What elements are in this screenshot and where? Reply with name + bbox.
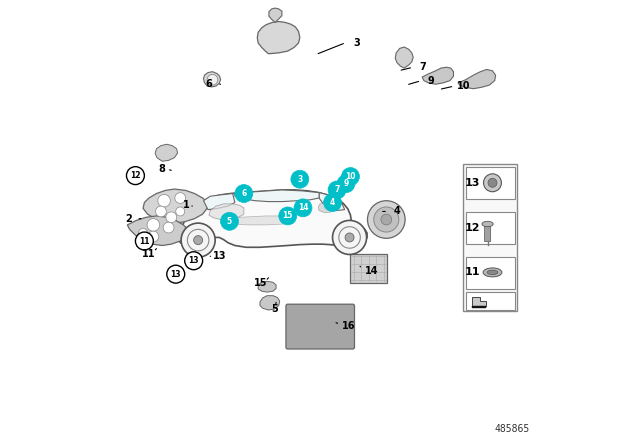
Circle shape	[167, 265, 185, 283]
Text: 11: 11	[465, 267, 480, 277]
Circle shape	[367, 201, 405, 238]
Polygon shape	[319, 193, 345, 211]
Circle shape	[345, 233, 354, 242]
Polygon shape	[269, 8, 282, 22]
FancyBboxPatch shape	[466, 257, 515, 289]
Text: 11: 11	[142, 250, 156, 259]
Text: 11: 11	[139, 237, 150, 246]
Text: 6: 6	[241, 189, 246, 198]
Polygon shape	[143, 189, 208, 223]
Polygon shape	[458, 69, 495, 89]
FancyBboxPatch shape	[351, 254, 387, 283]
Text: 7: 7	[334, 185, 340, 194]
Polygon shape	[422, 67, 454, 84]
FancyBboxPatch shape	[466, 212, 515, 244]
Ellipse shape	[487, 270, 498, 275]
Circle shape	[207, 74, 218, 85]
Text: 4: 4	[394, 207, 401, 216]
Circle shape	[181, 223, 215, 257]
Text: 7: 7	[420, 62, 426, 72]
Circle shape	[139, 228, 148, 237]
Polygon shape	[258, 281, 276, 292]
Ellipse shape	[482, 221, 493, 227]
Circle shape	[333, 220, 367, 254]
Text: 10: 10	[456, 81, 470, 91]
Text: 2: 2	[125, 214, 132, 224]
Text: 5: 5	[227, 217, 232, 226]
Text: 14: 14	[365, 266, 378, 276]
Circle shape	[156, 206, 166, 217]
Text: 485865: 485865	[494, 424, 529, 434]
Text: 14: 14	[298, 203, 308, 212]
Polygon shape	[318, 202, 336, 212]
Text: 12: 12	[465, 223, 480, 233]
Text: 3: 3	[297, 175, 303, 184]
Text: 1: 1	[183, 200, 190, 210]
Polygon shape	[179, 190, 367, 249]
Polygon shape	[204, 194, 235, 210]
Polygon shape	[155, 144, 177, 161]
Polygon shape	[260, 296, 280, 310]
Polygon shape	[257, 22, 300, 54]
Circle shape	[328, 181, 346, 199]
Polygon shape	[396, 47, 413, 68]
Text: 13: 13	[465, 178, 480, 188]
Polygon shape	[209, 204, 244, 220]
Circle shape	[488, 178, 497, 187]
Circle shape	[221, 212, 239, 230]
Circle shape	[337, 175, 355, 193]
Circle shape	[381, 214, 392, 225]
Polygon shape	[127, 216, 188, 246]
Circle shape	[291, 170, 309, 188]
Text: 9: 9	[428, 76, 435, 86]
FancyBboxPatch shape	[472, 306, 486, 308]
FancyBboxPatch shape	[484, 226, 491, 241]
Circle shape	[158, 194, 170, 207]
Circle shape	[194, 236, 203, 245]
Text: 6: 6	[205, 79, 212, 89]
Circle shape	[147, 219, 159, 231]
Circle shape	[175, 193, 186, 203]
Text: 5: 5	[271, 304, 278, 314]
Polygon shape	[235, 190, 319, 202]
Polygon shape	[228, 216, 293, 225]
Text: 15: 15	[254, 278, 268, 288]
Text: 16: 16	[342, 321, 356, 331]
FancyBboxPatch shape	[466, 292, 515, 310]
Circle shape	[484, 174, 502, 192]
Circle shape	[374, 207, 399, 232]
Text: 12: 12	[130, 171, 141, 180]
Ellipse shape	[483, 268, 502, 277]
Circle shape	[294, 199, 312, 217]
Circle shape	[176, 207, 185, 216]
Polygon shape	[204, 72, 221, 87]
Circle shape	[185, 252, 203, 270]
Text: 10: 10	[345, 172, 356, 181]
Text: 3: 3	[353, 38, 360, 47]
Text: 9: 9	[343, 179, 349, 188]
Text: 4: 4	[330, 198, 335, 207]
Circle shape	[235, 185, 253, 202]
Circle shape	[136, 232, 154, 250]
Circle shape	[148, 231, 159, 242]
Circle shape	[163, 222, 174, 233]
Text: 13: 13	[170, 270, 181, 279]
Circle shape	[324, 194, 342, 211]
Text: 13: 13	[188, 256, 199, 265]
Circle shape	[127, 167, 145, 185]
Text: 15: 15	[282, 211, 293, 220]
Polygon shape	[472, 297, 486, 306]
Circle shape	[342, 168, 360, 185]
Circle shape	[279, 207, 297, 225]
FancyBboxPatch shape	[463, 164, 517, 311]
Text: 13: 13	[212, 251, 226, 261]
Text: 8: 8	[159, 164, 166, 174]
FancyBboxPatch shape	[286, 304, 355, 349]
FancyBboxPatch shape	[466, 167, 515, 199]
Circle shape	[166, 212, 177, 223]
